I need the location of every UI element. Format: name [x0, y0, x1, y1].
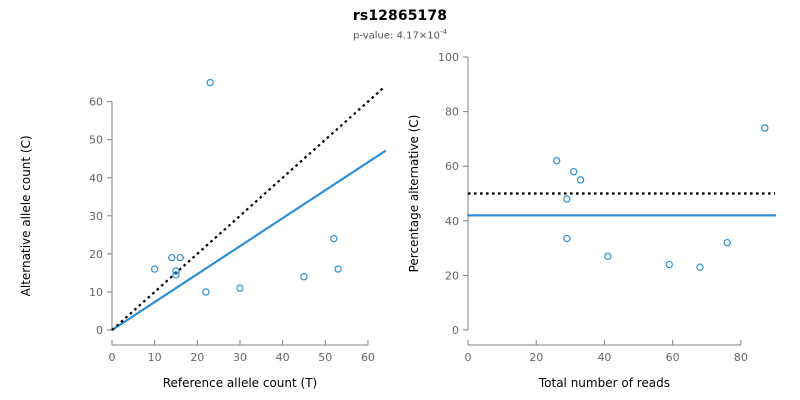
data-point	[172, 271, 180, 279]
data-point	[236, 284, 244, 292]
data-point	[576, 176, 585, 184]
x-tick-label: 10	[148, 351, 162, 364]
data-point	[723, 238, 731, 247]
y-axis-title: Percentage alternative (C)	[407, 115, 421, 273]
y-tick-label: 80	[445, 106, 459, 119]
right-plot-svg: 0 20 40 60 80 100 0 20 40 60 80 Total number of rea…	[407, 51, 777, 390]
axes-group: 0 10 20 30 40 50 60 0 10 20 30 40 50 60	[89, 96, 375, 364]
pvalue-exponent: -4	[439, 28, 447, 36]
data-point	[604, 252, 612, 260]
data-point	[300, 273, 308, 281]
y-tick-label: 30	[89, 210, 103, 223]
data-point	[150, 265, 159, 273]
data-point	[330, 234, 338, 243]
left-scatter-panel: 0 10 20 30 40 50 60 0 10 20 30 40 50 60 Reference alle…	[19, 78, 387, 390]
y-tick-label: 50	[89, 134, 103, 147]
x-tick-label: 60	[361, 351, 375, 364]
data-points-group	[552, 124, 769, 271]
data-point	[168, 253, 176, 262]
y-tick-label: 0	[452, 324, 459, 337]
data-point	[563, 234, 571, 243]
y-tick-label: 20	[89, 248, 103, 261]
y-tick-label: 60	[445, 160, 459, 173]
x-tick-label: 0	[465, 351, 472, 364]
y-tick-label: 100	[438, 51, 459, 64]
data-point	[172, 267, 180, 275]
right-scatter-panel: 0 20 40 60 80 100 0 20 40 60 80 Total number of rea…	[400, 0, 800, 400]
x-tick-label: 60	[666, 351, 680, 364]
data-point	[761, 124, 769, 132]
y-tick-label: 40	[445, 215, 459, 228]
data-point	[570, 167, 578, 176]
trend-lines-group	[110, 85, 387, 332]
x-tick-label: 80	[734, 351, 748, 364]
pvalue-subtitle: p-value: 4.17×10-4	[0, 28, 800, 41]
y-tick-label: 20	[445, 269, 459, 282]
pvalue-text: p-value: 4.17×10	[353, 30, 440, 42]
data-point	[563, 195, 571, 203]
page-title: rs12865178	[352, 8, 448, 24]
x-tick-label: 0	[109, 351, 116, 364]
y-tick-label: 10	[89, 286, 103, 299]
x-tick-label: 50	[318, 351, 332, 364]
fit-line	[110, 150, 387, 332]
y-tick-label: 60	[89, 96, 103, 109]
reference-line	[111, 85, 386, 331]
data-points-group	[150, 78, 342, 296]
x-axis-title: Total number of reads	[538, 376, 670, 390]
y-tick-label: 40	[89, 172, 103, 185]
trend-lines-group	[466, 192, 777, 217]
x-tick-label: 20	[529, 351, 543, 364]
axes-group: 0 20 40 60 80 100 0 20 40 60 80	[438, 51, 748, 364]
x-tick-label: 40	[597, 351, 611, 364]
data-point	[176, 253, 184, 262]
y-tick-label: 0	[96, 324, 103, 337]
left-plot-svg: 0 10 20 30 40 50 60 0 10 20 30 40 50 60 Reference alle…	[19, 78, 387, 390]
y-axis-title: Alternative allele count (C)	[19, 135, 33, 296]
data-point	[665, 260, 673, 269]
x-tick-label: 40	[276, 351, 290, 364]
x-tick-label: 30	[233, 351, 247, 364]
data-point	[696, 263, 704, 271]
x-tick-label: 20	[190, 351, 204, 364]
data-point	[552, 157, 561, 165]
data-point	[206, 78, 214, 87]
data-point	[334, 265, 342, 273]
x-axis-title: Reference allele count (T)	[163, 376, 318, 390]
data-point	[202, 288, 210, 296]
